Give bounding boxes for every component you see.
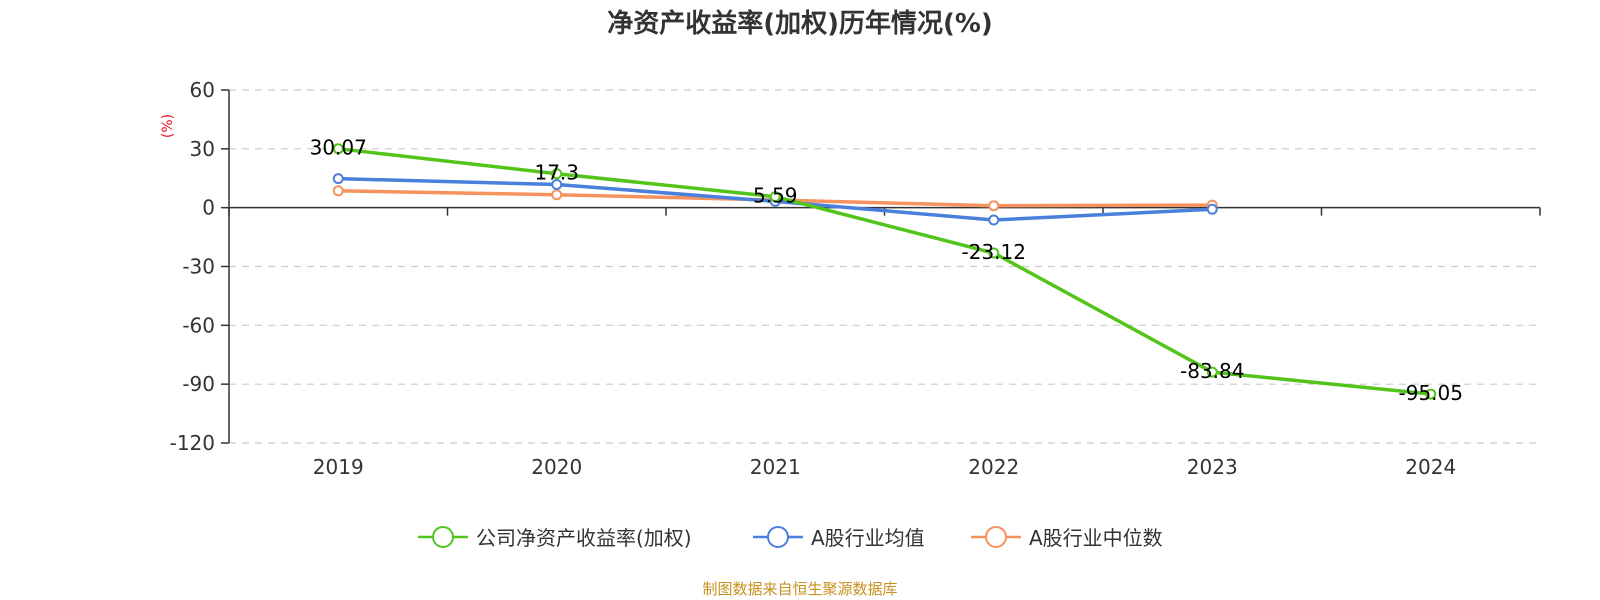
x-tick-label: 2022 — [968, 455, 1019, 479]
data-label: -83.84 — [1180, 359, 1244, 383]
data-point — [1206, 366, 1218, 378]
chart-title: 净资产收益率(加权)历年情况(%) — [607, 8, 993, 39]
x-tick-label: 2021 — [750, 455, 801, 479]
y-tick-label: -60 — [182, 313, 215, 337]
data-point — [551, 179, 563, 191]
data-point — [988, 214, 1000, 226]
data-label: 30.07 — [310, 136, 367, 160]
x-tick-label: 2019 — [313, 455, 364, 479]
y-axis-unit-label: (%) — [160, 114, 176, 138]
legend-item-0[interactable]: 公司净资产收益率(加权) — [418, 526, 692, 550]
data-point — [551, 168, 563, 180]
series-lines — [332, 143, 1437, 400]
data-point — [332, 173, 344, 185]
axes: 60 30 0 -30 -60 -90 -120 2019 2020 2021 2022 2023 20… — [170, 78, 1541, 479]
y-tick-label: 30 — [190, 137, 215, 161]
source-note: 制图数据来自恒生聚源数据库 — [702, 580, 897, 598]
legend-label: 公司净资产收益率(加权) — [476, 526, 692, 550]
legend[interactable]: 公司净资产收益率(加权) A股行业均值 A股行业中位数 — [418, 526, 1163, 550]
data-point — [1425, 388, 1437, 400]
x-tick-label: 2024 — [1405, 455, 1456, 479]
data-point — [332, 143, 344, 155]
x-tick-label: 2020 — [531, 455, 582, 479]
legend-marker-icon — [985, 526, 1007, 548]
legend-marker-icon — [432, 526, 454, 548]
data-label: 17.3 — [534, 161, 579, 185]
data-label: -23.12 — [962, 240, 1026, 264]
y-tick-label: -30 — [182, 255, 215, 279]
y-tick-label: -120 — [170, 431, 215, 455]
data-point — [332, 185, 344, 197]
legend-item-1[interactable]: A股行业均值 — [753, 526, 925, 550]
data-point — [1206, 203, 1218, 215]
y-tick-label: -90 — [182, 372, 215, 396]
data-point — [551, 189, 563, 201]
y-tick-label: 60 — [190, 78, 215, 102]
data-point — [988, 247, 1000, 259]
legend-label: A股行业中位数 — [1029, 526, 1163, 550]
data-label: -95.05 — [1399, 381, 1463, 405]
data-labels: 30.07 17.3 5.59 -23.12 -83.84 -95.05 — [310, 136, 1463, 405]
legend-marker-icon — [767, 526, 789, 548]
data-label: 5.59 — [753, 184, 798, 208]
data-point — [988, 200, 1000, 212]
y-tick-label: 0 — [202, 196, 215, 220]
series-line-0 — [338, 146, 1431, 396]
x-tick-label: 2023 — [1187, 455, 1238, 479]
data-point — [769, 191, 781, 203]
grid-lines — [229, 89, 1540, 444]
legend-item-2[interactable]: A股行业中位数 — [971, 526, 1163, 550]
legend-label: A股行业均值 — [811, 526, 925, 550]
